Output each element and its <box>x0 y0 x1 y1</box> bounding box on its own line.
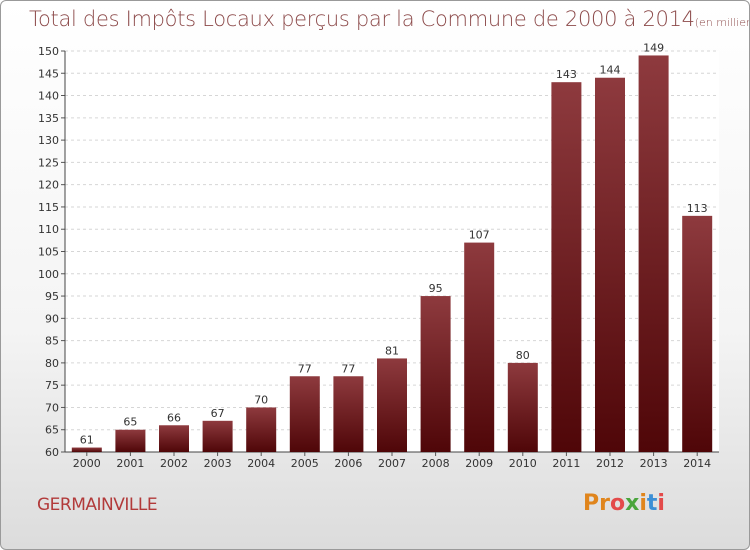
data-label-2002: 66 <box>167 411 181 424</box>
logo-part-3: x <box>625 491 640 516</box>
bar-2012 <box>595 77 625 452</box>
y-tick-label: 100 <box>38 268 59 281</box>
data-label-2007: 81 <box>385 344 399 357</box>
bar-2014 <box>682 215 713 452</box>
bar-2010 <box>507 362 538 452</box>
bar-2011 <box>551 82 582 452</box>
bar-2002 <box>159 425 189 452</box>
x-tick-label-2014: 2014 <box>683 457 711 470</box>
bar-2000 <box>71 447 102 452</box>
x-tick-label-2011: 2011 <box>552 457 580 470</box>
y-tick-label: 125 <box>38 156 59 169</box>
y-tick-label: 110 <box>38 223 59 236</box>
logo-part-2: o <box>609 491 626 516</box>
y-tick-label: 140 <box>38 90 59 103</box>
bar-2001 <box>115 429 146 452</box>
data-label-2010: 80 <box>516 349 530 362</box>
bar-2004 <box>246 407 277 452</box>
x-tick-label-2012: 2012 <box>596 457 624 470</box>
proxiti-logo[interactable]: Proxiti <box>583 491 665 516</box>
data-label-2004: 70 <box>254 393 268 406</box>
y-tick-label: 95 <box>45 290 59 303</box>
x-tick-label-2001: 2001 <box>116 457 144 470</box>
chart-title-unit: (en milliers d'€) <box>694 16 749 29</box>
x-tick-label-2005: 2005 <box>291 457 319 470</box>
x-tick-label-2006: 2006 <box>334 457 362 470</box>
y-tick-label: 120 <box>38 179 59 192</box>
x-tick-label-2004: 2004 <box>247 457 275 470</box>
bar-2005 <box>289 376 320 452</box>
x-tick-label-2009: 2009 <box>465 457 493 470</box>
y-tick-label: 90 <box>45 312 59 325</box>
y-tick-label: 115 <box>38 201 59 214</box>
data-label-2011: 143 <box>556 68 577 81</box>
y-tick-label: 70 <box>45 401 59 414</box>
logo-part-1: Pr <box>583 491 610 516</box>
logo-part-6: i <box>657 491 665 516</box>
bar-2009 <box>464 242 495 452</box>
x-tick-label-2013: 2013 <box>640 457 668 470</box>
data-label-2005: 77 <box>298 362 312 375</box>
data-label-2000: 61 <box>80 434 94 447</box>
y-tick-label: 65 <box>45 424 59 437</box>
logo-part-5: t <box>646 491 658 516</box>
y-tick-label: 105 <box>38 246 59 259</box>
data-label-2008: 95 <box>429 282 443 295</box>
x-tick-label-2010: 2010 <box>509 457 537 470</box>
data-label-2014: 113 <box>687 202 708 215</box>
data-label-2001: 65 <box>123 416 137 429</box>
y-tick-label: 80 <box>45 357 59 370</box>
x-tick-label-2007: 2007 <box>378 457 406 470</box>
bar-2006 <box>333 376 364 452</box>
commune-name: GERMAINVILLE <box>37 495 158 515</box>
bar-2008 <box>420 296 451 452</box>
x-tick-label-2002: 2002 <box>160 457 188 470</box>
y-tick-label: 60 <box>45 446 59 459</box>
data-label-2013: 149 <box>643 41 664 54</box>
x-tick-label-2003: 2003 <box>204 457 232 470</box>
y-tick-label: 130 <box>38 134 59 147</box>
data-label-2006: 77 <box>341 362 355 375</box>
logo-part-4: i <box>639 491 647 516</box>
data-label-2003: 67 <box>211 407 225 420</box>
y-tick-label: 85 <box>45 335 59 348</box>
chart-title-text: Total des Impôts Locaux perçus par la Co… <box>29 7 695 31</box>
y-tick-label: 150 <box>38 45 59 58</box>
x-tick-label-2008: 2008 <box>422 457 450 470</box>
x-tick-label-2000: 2000 <box>73 457 101 470</box>
y-tick-label: 135 <box>38 112 59 125</box>
chart-title: Total des Impôts Locaux perçus par la Co… <box>29 7 749 31</box>
bar-2013 <box>638 55 669 452</box>
y-tick-label: 75 <box>45 379 59 392</box>
bar-2003 <box>202 420 233 452</box>
y-tick-label: 145 <box>38 67 59 80</box>
data-label-2009: 107 <box>469 229 490 242</box>
data-label-2012: 144 <box>600 64 621 77</box>
bar-2007 <box>377 358 407 452</box>
